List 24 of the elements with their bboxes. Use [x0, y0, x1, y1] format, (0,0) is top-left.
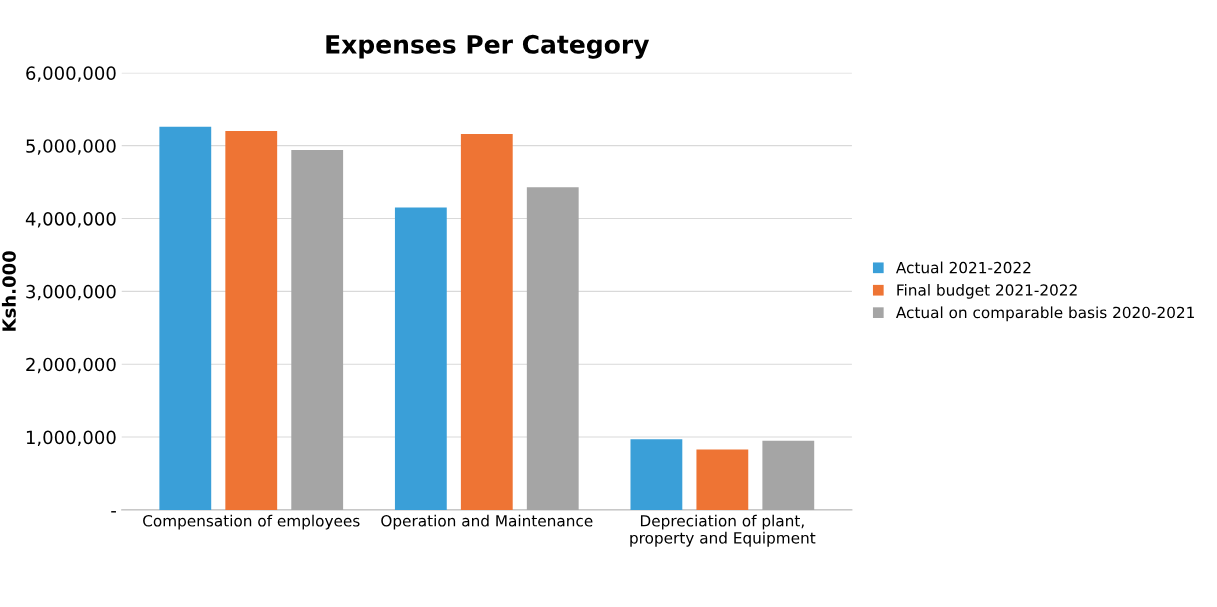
x-tick-label: Depreciation of plant, property and Equipment	[630, 514, 816, 547]
bar	[696, 449, 749, 510]
y-tick-label: 2,000,000	[26, 357, 116, 374]
x-tick-label: Operation and Maintenance	[381, 514, 593, 530]
y-tick-label: 6,000,000	[26, 66, 116, 82]
bar	[159, 126, 212, 510]
legend-label: Actual on comparable basis 2020-2021	[895, 306, 1194, 322]
y-tick-label: 5,000,000	[26, 139, 116, 155]
y-tick-label: 4,000,000	[25, 211, 116, 228]
x-tick-label: Compensation of employees	[143, 514, 360, 530]
bar	[526, 187, 579, 510]
bar	[394, 207, 447, 510]
bar	[225, 131, 278, 510]
y-tick-label: 1,000,000	[26, 430, 116, 446]
legend-label: Actual 2021-2022	[895, 261, 1031, 274]
bar	[460, 134, 513, 510]
bar	[291, 150, 344, 510]
y-tick-label: -	[111, 511, 116, 513]
chart-title: Expenses Per Category	[326, 34, 650, 59]
y-axis-title: Ksh.000	[1, 251, 16, 331]
bar	[762, 440, 815, 510]
legend-label: Final budget 2021-2022	[897, 283, 1077, 299]
bar	[630, 439, 683, 510]
y-tick-label: 3,000,000	[26, 284, 116, 301]
